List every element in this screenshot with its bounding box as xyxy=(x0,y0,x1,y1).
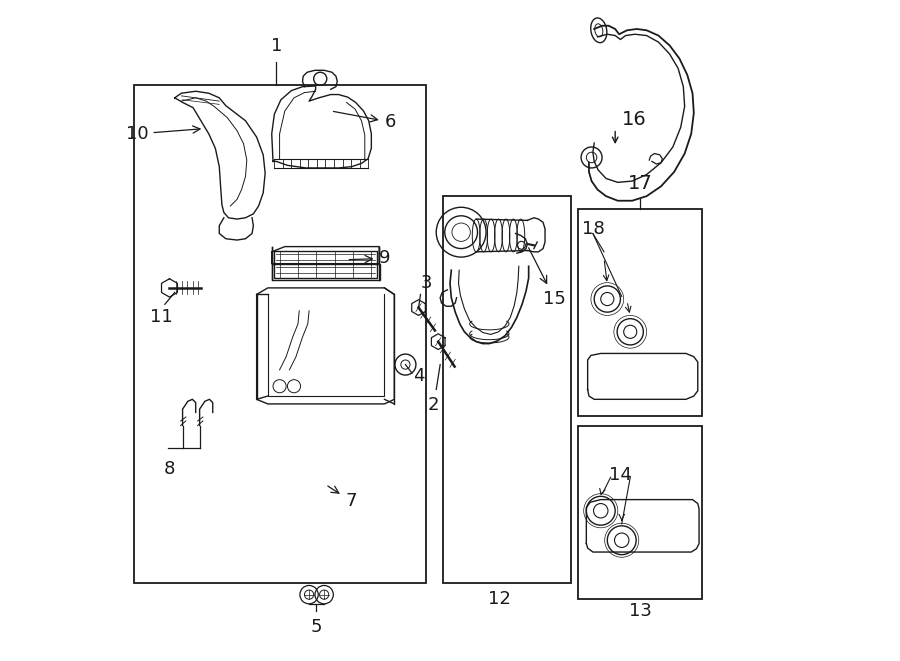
Text: 10: 10 xyxy=(126,125,200,143)
Text: 3: 3 xyxy=(421,274,433,292)
Text: 13: 13 xyxy=(628,602,652,620)
Bar xyxy=(134,85,426,583)
Bar xyxy=(274,251,376,278)
Text: 1: 1 xyxy=(271,37,282,56)
Text: 5: 5 xyxy=(310,617,322,636)
Text: 11: 11 xyxy=(150,307,173,326)
Bar xyxy=(444,196,572,583)
Text: 9: 9 xyxy=(349,249,391,268)
Text: 16: 16 xyxy=(622,110,646,129)
Text: 6: 6 xyxy=(333,112,396,131)
Text: 7: 7 xyxy=(328,486,356,510)
Text: 18: 18 xyxy=(581,220,604,238)
Text: 15: 15 xyxy=(528,248,566,308)
Text: 17: 17 xyxy=(627,174,652,193)
Text: 4: 4 xyxy=(413,368,425,385)
Bar xyxy=(272,264,380,280)
Bar xyxy=(578,426,702,600)
Text: 8: 8 xyxy=(164,460,176,479)
Text: 12: 12 xyxy=(489,590,511,608)
Bar xyxy=(578,210,702,416)
Text: 14: 14 xyxy=(609,466,632,484)
Text: 2: 2 xyxy=(428,396,439,414)
